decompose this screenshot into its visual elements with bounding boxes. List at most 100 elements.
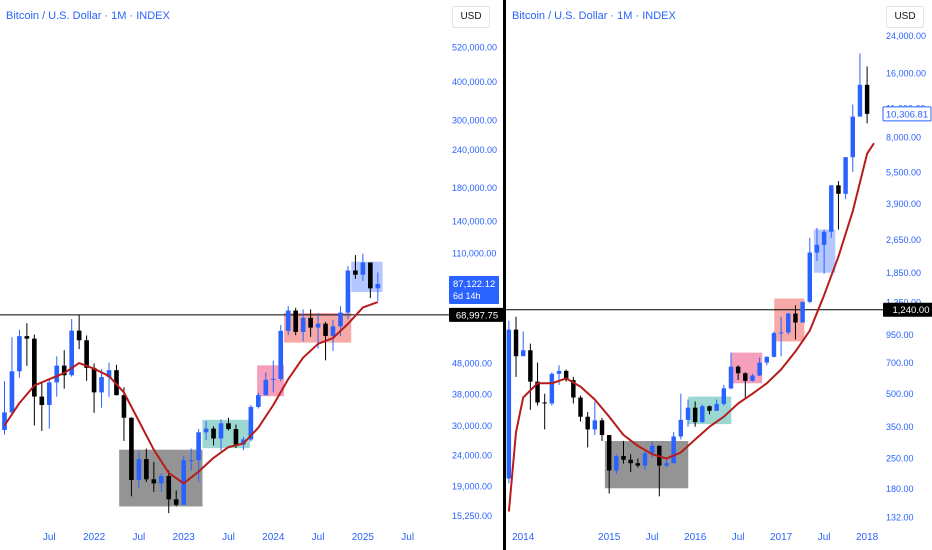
right-candle-body-16 — [621, 456, 626, 460]
left-candle-body-34 — [256, 395, 261, 407]
right-y-tick-label: 8,000.00 — [886, 133, 921, 143]
left-candle-body-48 — [360, 262, 366, 275]
right-y-tick-label: 5,500.00 — [886, 167, 921, 177]
right-candle-body-7 — [556, 370, 562, 374]
left-candle-body-3 — [24, 336, 30, 339]
right-candle-body-13 — [599, 420, 605, 436]
right-candle-body-45 — [829, 185, 834, 232]
left-x-tick-label: 2024 — [262, 532, 285, 543]
right-candle-body-44 — [821, 231, 827, 245]
left-candle-body-10 — [76, 330, 82, 341]
left-candle-body-6 — [46, 382, 52, 406]
left-candle-body-12 — [91, 367, 97, 393]
left-candle-body-40 — [300, 317, 306, 332]
left-level-price-box — [449, 307, 503, 322]
right-candle-body-20 — [649, 445, 655, 454]
right-candle-body-1 — [513, 329, 519, 357]
right-candle-body-22 — [664, 463, 669, 466]
right-x-tick-label: 2014 — [512, 532, 535, 543]
right-y-tick-label: 1,850.00 — [886, 268, 921, 278]
left-y-tick-label: 38,000.00 — [452, 390, 492, 400]
right-candle-body-11 — [585, 416, 590, 430]
left-candle-body-28 — [211, 428, 216, 439]
chart-title-left: Bitcoin / U.S. Dollar · 1M · INDEX — [6, 10, 170, 22]
left-x-tick-label: Jul — [401, 532, 414, 543]
left-candle-body-23 — [173, 499, 179, 505]
left-candle-body-4 — [32, 338, 37, 397]
right-candle-body-3 — [528, 350, 533, 382]
right-y-tick-label: 3,900.00 — [886, 199, 921, 209]
right-candle-body-27 — [700, 406, 705, 423]
right-candle-body-15 — [614, 456, 619, 471]
left-candle-body-8 — [61, 365, 67, 376]
right-candle-body-25 — [685, 407, 691, 420]
left-candle-body-14 — [106, 370, 112, 378]
right-candle-body-28 — [707, 406, 712, 411]
chart-title-right: Bitcoin / U.S. Dollar · 1M · INDEX — [512, 10, 676, 22]
left-y-tick-label: 140,000.00 — [452, 216, 497, 226]
right-y-tick-label: 2,650.00 — [886, 235, 921, 245]
right-candle-body-0 — [506, 329, 512, 479]
right-candle-body-40 — [793, 313, 798, 323]
currency-button-left[interactable]: USD — [452, 6, 490, 28]
left-candle-body-20 — [151, 479, 157, 484]
currency-button-right[interactable]: USD — [886, 6, 924, 28]
panel-divider[interactable] — [503, 0, 506, 550]
right-x-tick-label: 2015 — [598, 532, 621, 543]
left-candle-body-33 — [248, 406, 254, 440]
left-x-tick-label: Jul — [132, 532, 145, 543]
left-y-tick-label: 19,000.00 — [452, 482, 492, 492]
right-x-tick-label: 2016 — [684, 532, 707, 543]
left-candle-body-0 — [2, 412, 7, 430]
right-candle-body-31 — [728, 366, 734, 389]
right-candle-body-50 — [864, 84, 870, 114]
left-candle-body-45 — [338, 312, 343, 327]
left-candle-body-43 — [323, 323, 328, 336]
left-x-tick-label: 2025 — [352, 532, 375, 543]
left-y-tick-label: 48,000.00 — [452, 359, 492, 369]
right-candle-body-43 — [814, 244, 820, 253]
right-x-tick-label: Jul — [646, 532, 659, 543]
left-x-tick-label: 2022 — [83, 532, 106, 543]
left-candle-body-31 — [233, 429, 239, 445]
left-candle-body-9 — [69, 330, 74, 376]
right-candle-body-48 — [850, 116, 855, 158]
left-candle-body-13 — [99, 377, 104, 393]
left-candle-body-32 — [241, 439, 246, 445]
right-level-price-label: 1,240.00 — [893, 305, 930, 316]
candlestick-chart-right[interactable]: 24,000.0016,000.0011,000.008,000.005,500… — [506, 0, 932, 550]
left-countdown-label: 6d 14h — [453, 291, 481, 301]
left-moving-average-line — [3, 301, 379, 485]
left-candle-body-44 — [330, 326, 336, 336]
left-candle-body-38 — [285, 310, 291, 331]
left-x-tick-label: Jul — [43, 532, 56, 543]
left-x-tick-label: Jul — [222, 532, 235, 543]
right-y-tick-label: 700.00 — [886, 358, 914, 368]
left-candle-body-22 — [166, 476, 172, 500]
right-candle-body-10 — [578, 397, 583, 417]
right-candle-body-12 — [592, 420, 598, 430]
right-candle-body-49 — [857, 84, 863, 117]
right-candle-body-34 — [750, 375, 755, 381]
left-candle-body-29 — [218, 423, 224, 439]
left-candle-body-11 — [84, 340, 89, 368]
left-y-tick-label: 110,000.00 — [452, 248, 496, 258]
left-candle-body-19 — [144, 459, 149, 480]
right-y-tick-label: 1,350.00 — [886, 297, 921, 307]
right-current-price-box — [882, 106, 932, 122]
left-candle-body-25 — [188, 460, 194, 462]
right-y-tick-label: 250.00 — [886, 453, 914, 463]
right-candle-body-26 — [692, 407, 698, 423]
left-x-tick-label: Jul — [312, 532, 325, 543]
chart-panel-left[interactable]: 520,000.00 400,000.00 300,000.00 240,000.00… — [0, 0, 503, 550]
candlestick-chart-left[interactable]: 520,000.00 400,000.00 300,000.00 240,000.00… — [0, 0, 503, 550]
left-candle-body-1 — [9, 371, 15, 413]
left-y-tick-label: 180,000.00 — [452, 183, 497, 193]
left-y-tick-label: 400,000.00 — [452, 77, 497, 87]
right-candle-body-17 — [628, 459, 633, 464]
chart-panel-right[interactable]: 24,000.0016,000.0011,000.008,000.005,500… — [506, 0, 932, 550]
left-candle-body-46 — [345, 270, 351, 313]
right-y-tick-label: 180.00 — [886, 484, 914, 494]
right-candle-body-19 — [642, 453, 648, 466]
right-candle-body-30 — [721, 388, 727, 404]
